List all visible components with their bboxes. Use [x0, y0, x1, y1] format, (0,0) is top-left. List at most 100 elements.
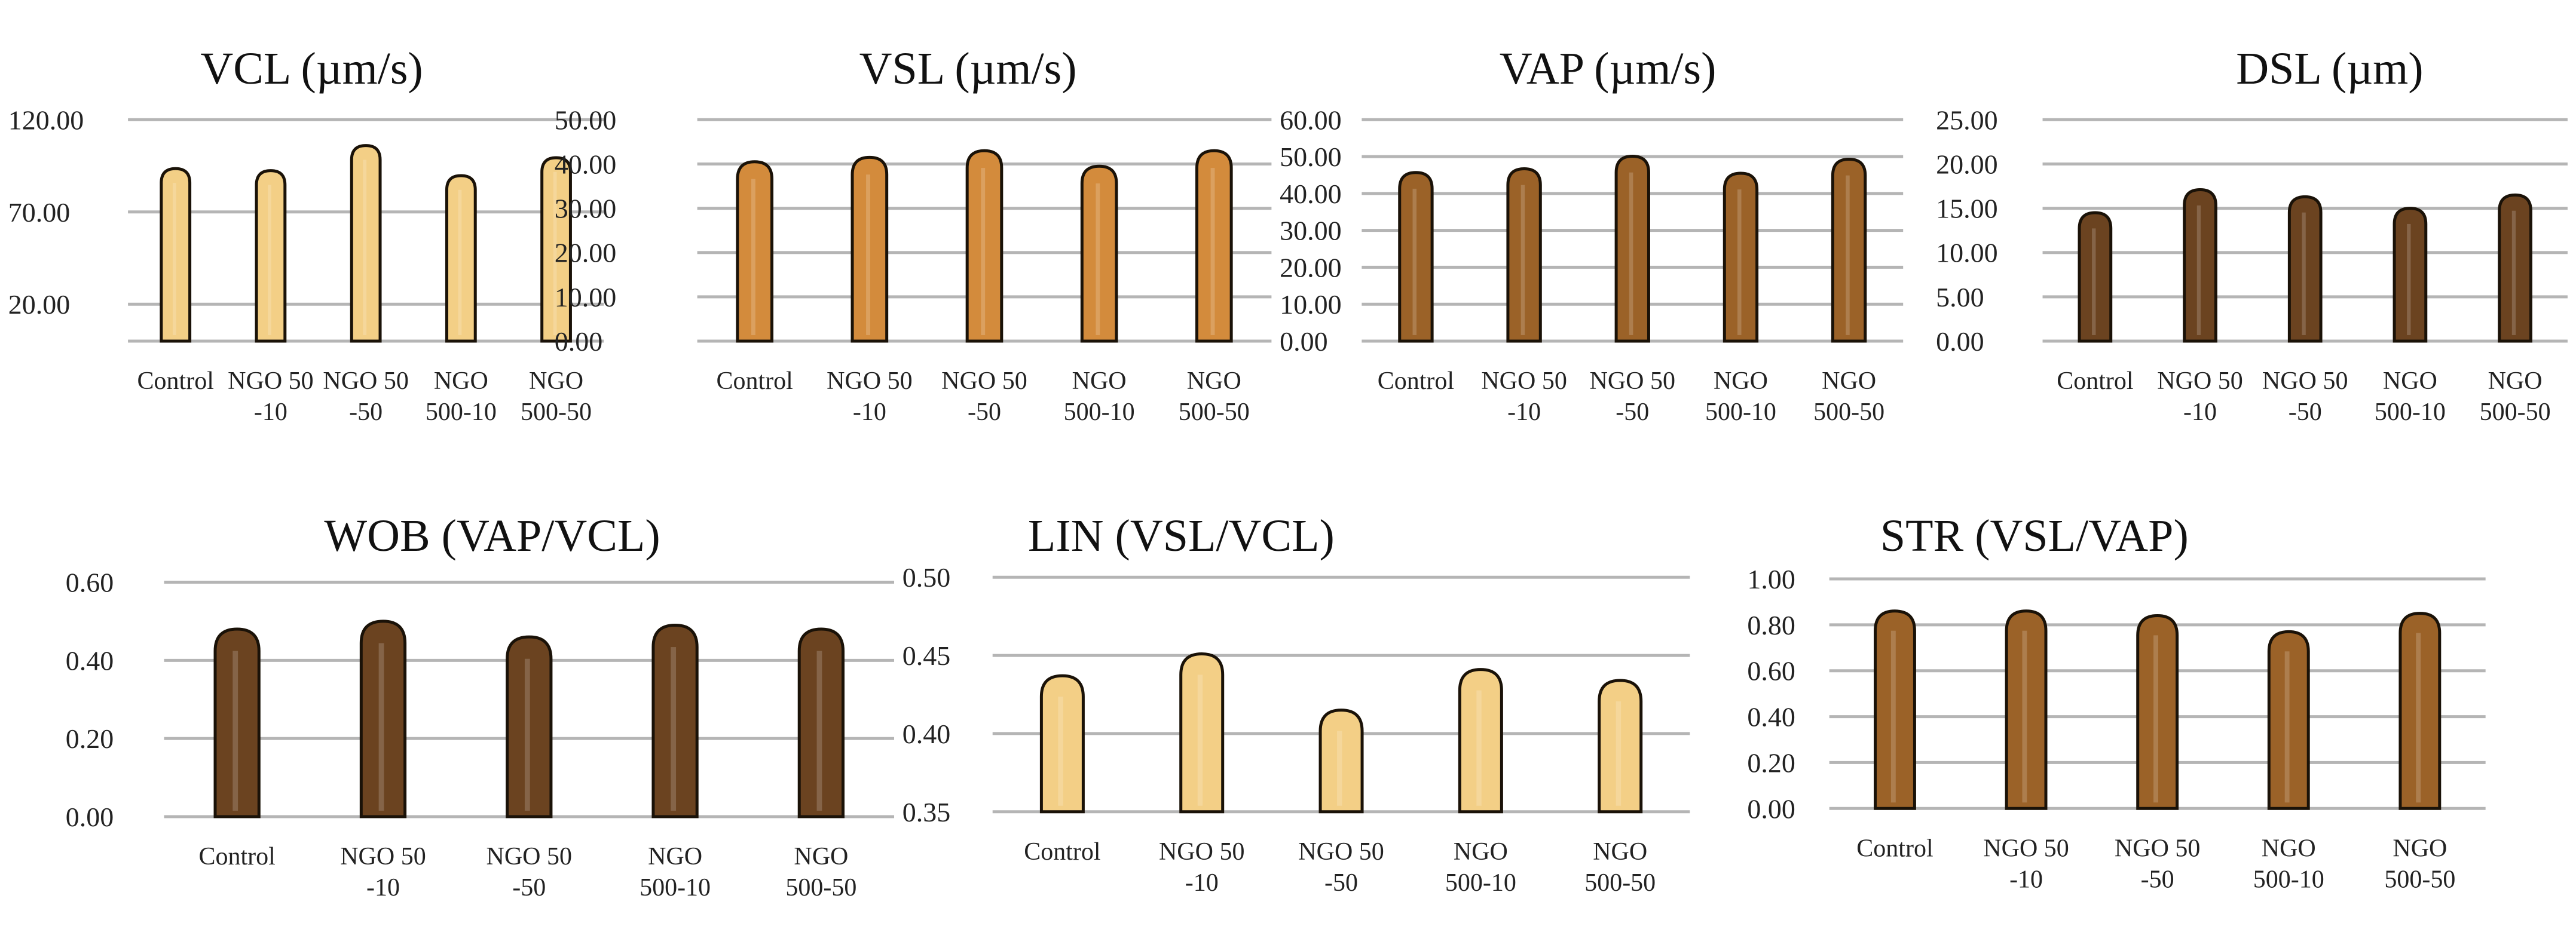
- y-tick-label: 50.00: [555, 105, 617, 135]
- chart-panel-vsl: VSL (µm/s) 0.00 10.00 20.00 30.00 40.00 50.00 C…: [555, 44, 1272, 426]
- bar-highlight: [553, 171, 557, 335]
- y-tick-label: 30.00: [555, 194, 617, 224]
- bar-ngo-500-50: [1195, 149, 1233, 343]
- x-tick-label: NGO 50 -50: [487, 843, 573, 902]
- bar-ngo-500-50: [2498, 193, 2532, 343]
- bar-ngo-50-10: [2183, 188, 2217, 343]
- x-tick-label: NGO 500-50: [1813, 367, 1884, 426]
- bar-highlight: [524, 658, 530, 811]
- bar-ngo-50-50: [506, 635, 553, 818]
- bar-control: [213, 627, 261, 818]
- chart-title: VAP (µm/s): [1500, 44, 1717, 94]
- y-tick-label: 25.00: [1936, 105, 1998, 135]
- bar-highlight: [2511, 210, 2516, 335]
- bar-highlight: [172, 183, 176, 335]
- x-tick-label: NGO 500-50: [1584, 838, 1656, 897]
- y-tick-label: 0.40: [66, 645, 114, 676]
- chart-panel-vcl: VCL (µm/s) 20.00 70.00 120.00 Control NGO 50-…: [8, 44, 604, 426]
- y-tick-label: 0.45: [902, 640, 951, 671]
- bar-ngo-500-50: [2398, 612, 2442, 810]
- bar-ngo-50-50: [2287, 195, 2323, 343]
- y-tick-label: 30.00: [1280, 216, 1342, 246]
- bar-highlight: [2022, 630, 2027, 803]
- x-tick-label: NGO 500-50: [2480, 367, 2551, 426]
- bar-highlight: [1890, 630, 1896, 803]
- bar-highlight: [1476, 690, 1482, 806]
- y-tick-label: 20.00: [555, 238, 617, 268]
- x-tick-label: NGO 50 -50: [323, 367, 409, 426]
- bar-highlight: [2284, 651, 2290, 803]
- y-tick-label: 50.00: [1280, 142, 1342, 172]
- bar-ngo-50-50: [1614, 155, 1650, 343]
- bar-control: [160, 167, 192, 343]
- bar-highlight: [2196, 205, 2201, 335]
- chart-panel-dsl: DSL (µm) 0.00 5.00 10.00 15.00 20.00 25.00 Cont…: [1936, 44, 2568, 426]
- y-tick-label: 70.00: [8, 197, 71, 228]
- x-tick-label: NGO 500-10: [2375, 367, 2446, 426]
- x-tick-label: NGO 500-10: [640, 843, 711, 902]
- bar-ngo-50-10: [2005, 609, 2048, 810]
- bar-ngo-500-50: [1831, 157, 1867, 343]
- y-tick-label: 5.00: [1936, 282, 1984, 312]
- x-tick-label: Control: [137, 367, 214, 395]
- x-tick-label: NGO 500-50: [2384, 835, 2455, 893]
- y-tick-label: 0.00: [66, 802, 114, 832]
- y-tick-label: 0.50: [902, 562, 951, 593]
- x-tick-label: NGO 500-10: [426, 367, 497, 426]
- x-tick-label: NGO 50 -10: [2157, 367, 2243, 426]
- y-tick-label: 10.00: [1280, 289, 1342, 320]
- bar-highlight: [378, 643, 384, 811]
- y-tick-label: 0.80: [1747, 610, 1795, 640]
- x-tick-label: NGO 50 -10: [340, 843, 426, 902]
- y-tick-label: 0.40: [1747, 702, 1795, 732]
- x-tick-label: Control: [1856, 835, 1933, 862]
- bar-highlight: [751, 179, 755, 335]
- x-tick-label: NGO 500-50: [785, 843, 856, 902]
- y-tick-label: 0.20: [66, 723, 114, 754]
- bar-highlight: [1520, 185, 1525, 335]
- x-tick-label: Control: [2057, 367, 2133, 395]
- y-tick-label: 40.00: [555, 149, 617, 180]
- bar-highlight: [816, 651, 822, 811]
- bar-ngo-50-10: [359, 620, 407, 818]
- x-tick-label: NGO 500-10: [1445, 838, 1516, 897]
- bar-highlight: [1737, 189, 1742, 335]
- bar-ngo-50-10: [1506, 167, 1542, 343]
- y-tick-label: 20.00: [8, 289, 71, 320]
- bar-control: [1039, 674, 1085, 814]
- bar-highlight: [1616, 701, 1622, 806]
- chart-title: DSL (µm): [2236, 44, 2423, 94]
- x-tick-label: NGO 50 -50: [1298, 838, 1384, 897]
- bar-highlight: [2153, 635, 2158, 803]
- y-tick-label: 0.00: [555, 326, 603, 357]
- x-tick-label: Control: [1024, 838, 1100, 866]
- bar-highlight: [232, 651, 238, 811]
- bar-highlight: [1096, 183, 1100, 335]
- bar-highlight: [1412, 188, 1417, 335]
- bar-ngo-50-10: [1179, 652, 1225, 814]
- x-tick-label: NGO 50 -10: [1159, 838, 1245, 897]
- bar-highlight: [2416, 633, 2421, 803]
- bar-highlight: [1197, 674, 1203, 806]
- bar-highlight: [1058, 697, 1063, 806]
- bar-ngo-50-50: [350, 144, 382, 343]
- y-tick-label: 10.00: [555, 282, 617, 312]
- bar-highlight: [2302, 212, 2306, 335]
- x-tick-label: NGO 50 -10: [1983, 835, 2069, 893]
- bar-highlight: [268, 185, 271, 335]
- y-tick-label: 60.00: [1280, 105, 1342, 135]
- y-tick-label: 0.40: [902, 719, 951, 749]
- y-tick-label: 20.00: [1280, 252, 1342, 283]
- bar-ngo-500-10: [2393, 207, 2428, 343]
- x-tick-label: NGO 50 -10: [827, 367, 913, 426]
- x-tick-label: NGO 50 -50: [2262, 367, 2348, 426]
- bar-highlight: [981, 168, 986, 335]
- bar-highlight: [363, 160, 367, 335]
- y-tick-label: 120.00: [8, 105, 84, 135]
- bar-ngo-500-50: [797, 627, 845, 818]
- bar-highlight: [1846, 175, 1850, 335]
- bar-highlight: [1210, 168, 1215, 335]
- y-tick-label: 10.00: [1936, 238, 1998, 268]
- y-tick-label: 15.00: [1936, 194, 1998, 224]
